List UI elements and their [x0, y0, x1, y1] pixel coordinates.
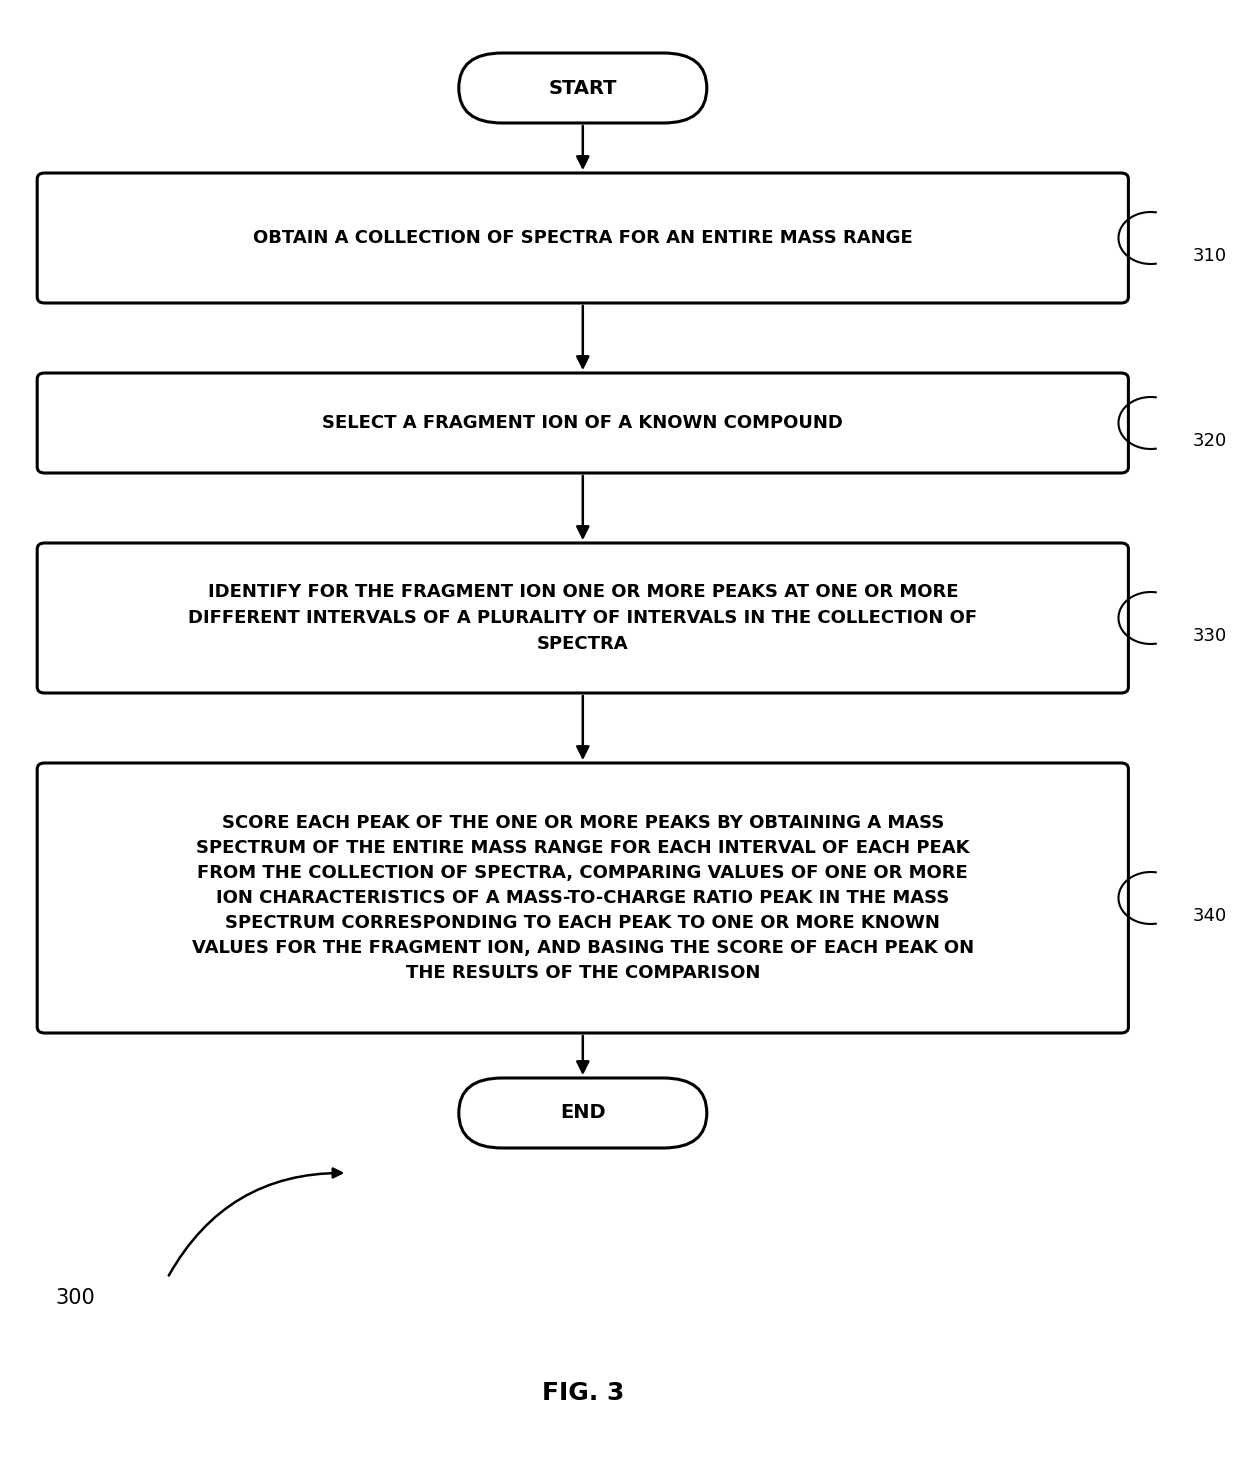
FancyBboxPatch shape	[37, 373, 1128, 472]
Text: 300: 300	[56, 1287, 95, 1308]
FancyBboxPatch shape	[37, 542, 1128, 693]
Text: SCORE EACH PEAK OF THE ONE OR MORE PEAKS BY OBTAINING A MASS
SPECTRUM OF THE ENT: SCORE EACH PEAK OF THE ONE OR MORE PEAKS…	[192, 814, 973, 983]
Text: 330: 330	[1193, 627, 1228, 644]
Text: 320: 320	[1193, 432, 1228, 451]
FancyBboxPatch shape	[37, 763, 1128, 1034]
FancyBboxPatch shape	[37, 174, 1128, 303]
FancyArrowPatch shape	[169, 1168, 342, 1276]
Text: START: START	[548, 79, 618, 98]
Text: IDENTIFY FOR THE FRAGMENT ION ONE OR MORE PEAKS AT ONE OR MORE
DIFFERENT INTERVA: IDENTIFY FOR THE FRAGMENT ION ONE OR MOR…	[188, 583, 977, 653]
FancyBboxPatch shape	[459, 1077, 707, 1147]
Text: SELECT A FRAGMENT ION OF A KNOWN COMPOUND: SELECT A FRAGMENT ION OF A KNOWN COMPOUN…	[322, 414, 843, 432]
Text: 310: 310	[1193, 246, 1228, 265]
Text: END: END	[560, 1104, 605, 1123]
FancyBboxPatch shape	[459, 52, 707, 122]
Text: OBTAIN A COLLECTION OF SPECTRA FOR AN ENTIRE MASS RANGE: OBTAIN A COLLECTION OF SPECTRA FOR AN EN…	[253, 229, 913, 246]
Text: 340: 340	[1193, 907, 1228, 924]
Text: FIG. 3: FIG. 3	[542, 1381, 624, 1406]
